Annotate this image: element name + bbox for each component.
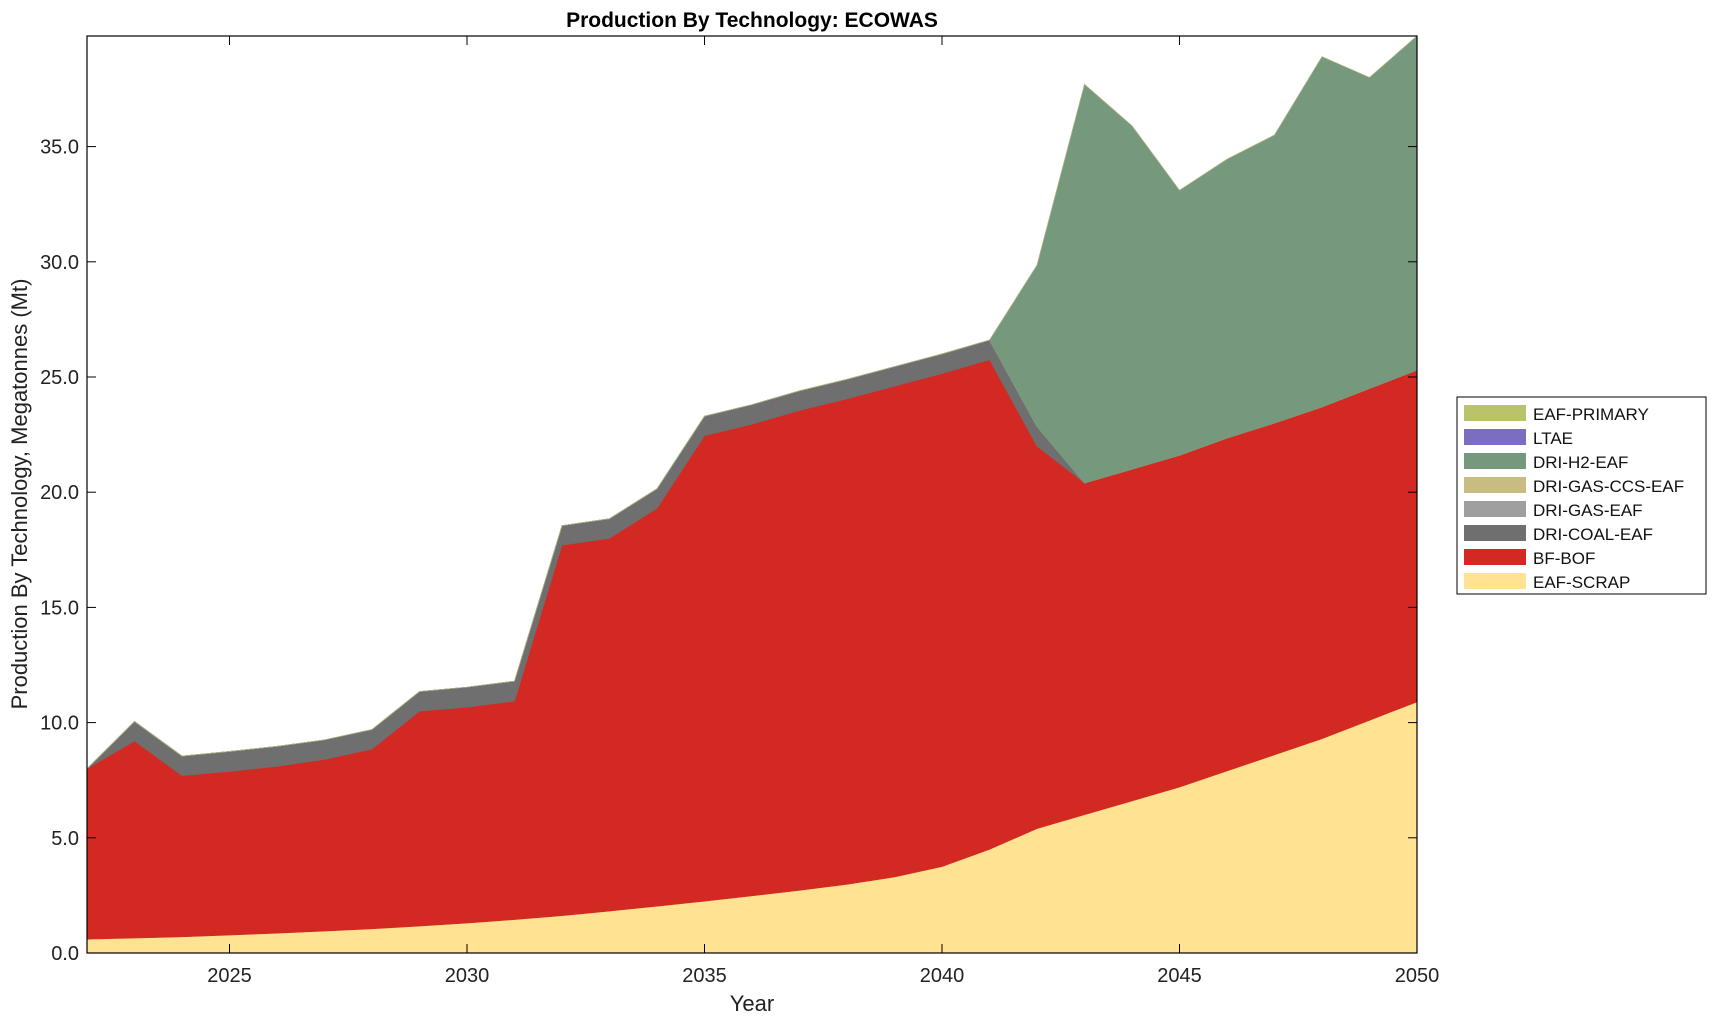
legend-label-dri-h2-eaf: DRI-H2-EAF xyxy=(1533,453,1628,472)
y-tick-label: 35.0 xyxy=(40,137,79,159)
y-tick-label: 20.0 xyxy=(40,482,79,504)
y-tick-label: 30.0 xyxy=(40,252,79,274)
legend-swatch-bf-bof xyxy=(1464,549,1526,565)
legend-label-bf-bof: BF-BOF xyxy=(1533,549,1595,568)
y-tick-label: 5.0 xyxy=(51,828,79,850)
y-tick-label: 25.0 xyxy=(40,367,79,389)
legend-label-ltae: LTAE xyxy=(1533,429,1573,448)
legend-swatch-dri-gas-ccs-eaf xyxy=(1464,477,1526,493)
x-tick-label: 2040 xyxy=(920,965,965,987)
legend-swatch-ltae xyxy=(1464,429,1526,445)
legend: EAF-PRIMARY LTAE DRI-H2-EAF DRI-GAS-CCS-EAF… xyxy=(1456,396,1707,595)
legend-label-dri-gas-eaf: DRI-GAS-EAF xyxy=(1533,501,1643,520)
x-tick-label: 2025 xyxy=(207,965,252,987)
y-tick-label: 0.0 xyxy=(51,943,79,965)
legend-swatch-eaf-primary xyxy=(1464,405,1526,421)
plot-frame xyxy=(86,35,1418,954)
legend-label-eaf-scrap: EAF-SCRAP xyxy=(1533,573,1630,592)
legend-swatch-dri-gas-eaf xyxy=(1464,501,1526,517)
y-axis: 0.0 5.0 10.0 15.0 20.0 25.0 30.0 35.0 xyxy=(40,137,1417,965)
x-tick-label: 2035 xyxy=(682,965,727,987)
x-axis: 2025 2030 2035 2040 2045 2050 xyxy=(207,36,1439,987)
legend-label-dri-gas-ccs-eaf: DRI-GAS-CCS-EAF xyxy=(1533,477,1684,496)
legend-swatch-eaf-scrap xyxy=(1464,573,1526,589)
legend-swatch-dri-coal-eaf xyxy=(1464,525,1526,541)
x-tick-label: 2045 xyxy=(1157,965,1202,987)
chart-title: Production By Technology: ECOWAS xyxy=(566,9,938,32)
x-tick-label: 2030 xyxy=(445,965,490,987)
x-tick-label: 2050 xyxy=(1395,965,1440,987)
series-areas xyxy=(86,35,1418,954)
legend-label-dri-coal-eaf: DRI-COAL-EAF xyxy=(1533,525,1653,544)
legend-label-eaf-primary: EAF-PRIMARY xyxy=(1533,405,1649,424)
legend-swatch-dri-h2-eaf xyxy=(1464,453,1526,469)
y-tick-label: 15.0 xyxy=(40,597,79,619)
y-tick-label: 10.0 xyxy=(40,713,79,735)
x-axis-label: Year xyxy=(730,991,774,1016)
y-axis-label: Production By Technology, Megatonnes (Mt… xyxy=(7,279,32,710)
